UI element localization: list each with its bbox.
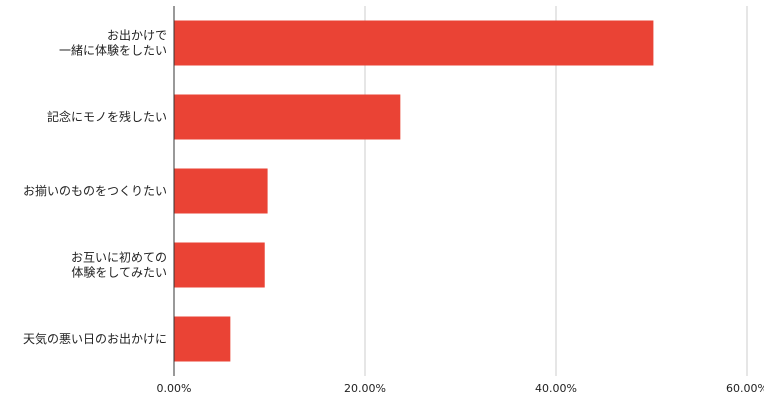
category-label-line: 体験をしてみたい (71, 265, 167, 280)
x-tick-label: 0.00% (157, 382, 192, 395)
category-label-line: 記念にモノを残したい (47, 109, 167, 124)
category-label: 天気の悪い日のお出かけに (23, 331, 167, 346)
category-label: お互いに初めての体験をしてみたい (71, 251, 167, 280)
category-label-line: 一緒に体験をしたい (59, 43, 167, 58)
x-tick-labels: 0.00% 20.00% 40.00% 60.00% (157, 382, 764, 395)
bars (174, 20, 654, 362)
category-label-line: 天気の悪い日のお出かけに (23, 331, 167, 346)
x-tick-label: 60.00% (726, 382, 764, 395)
bar (174, 94, 401, 140)
category-label: お出かけで一緒に体験をしたい (59, 29, 167, 58)
bar (174, 168, 268, 214)
x-tick-label: 20.00% (344, 382, 386, 395)
bar (174, 316, 231, 362)
category-label: 記念にモノを残したい (47, 109, 167, 124)
bar (174, 20, 654, 66)
grid-lines (364, 6, 748, 376)
x-tick-label: 40.00% (535, 382, 577, 395)
category-label: お揃いのものをつくりたい (23, 183, 167, 198)
category-label-line: お揃いのものをつくりたい (23, 183, 167, 198)
category-label-line: お互いに初めての (71, 251, 167, 265)
bar (174, 242, 265, 288)
category-labels: お出かけで一緒に体験をしたい記念にモノを残したいお揃いのものをつくりたいお互いに… (23, 29, 167, 347)
category-label-line: お出かけで (107, 29, 167, 43)
